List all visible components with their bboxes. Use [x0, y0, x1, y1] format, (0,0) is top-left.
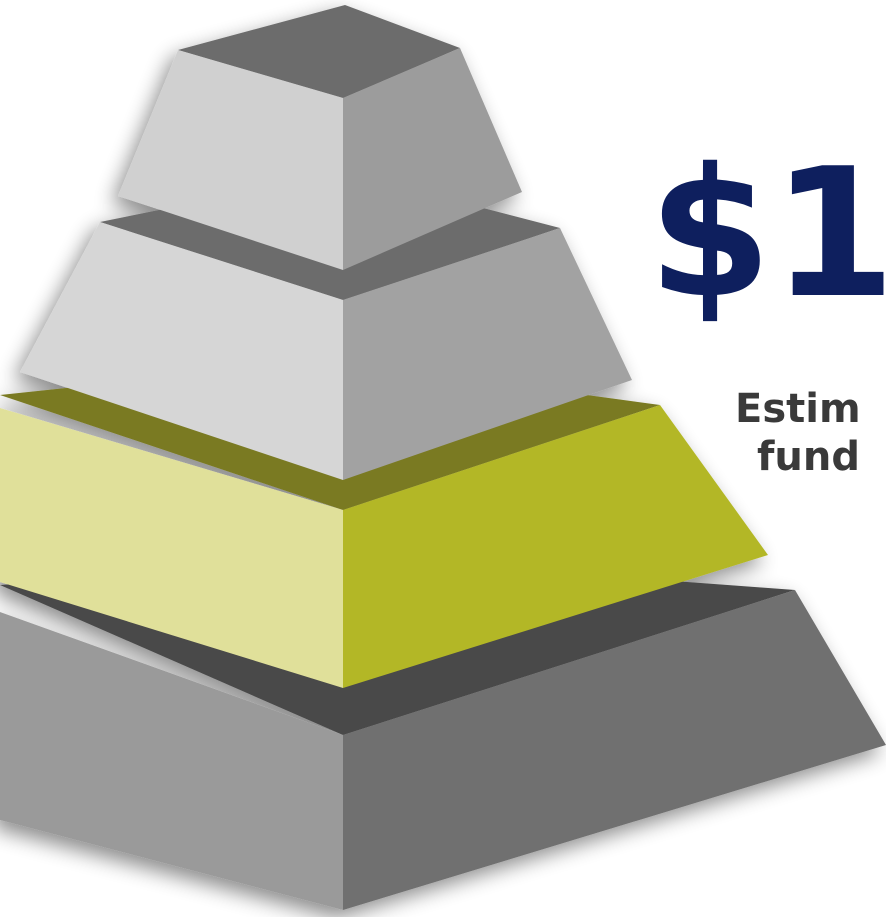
layer-left-face: [0, 408, 343, 688]
caption-line: Estim: [735, 386, 861, 432]
pyramid-layer-1: [118, 5, 522, 270]
layer-left-face: [0, 612, 343, 910]
layer-right-face: [343, 590, 886, 910]
layer-right-face: [343, 48, 522, 270]
layer-top-face: [178, 5, 460, 98]
caption-line: fund: [757, 434, 860, 480]
pyramid: [0, 5, 886, 910]
layer-left-face: [118, 50, 343, 270]
layer-right-face: [343, 405, 768, 688]
layer-left-face: [20, 222, 343, 480]
layer-right-face: [343, 228, 632, 480]
headline-amount: $1: [648, 130, 886, 337]
